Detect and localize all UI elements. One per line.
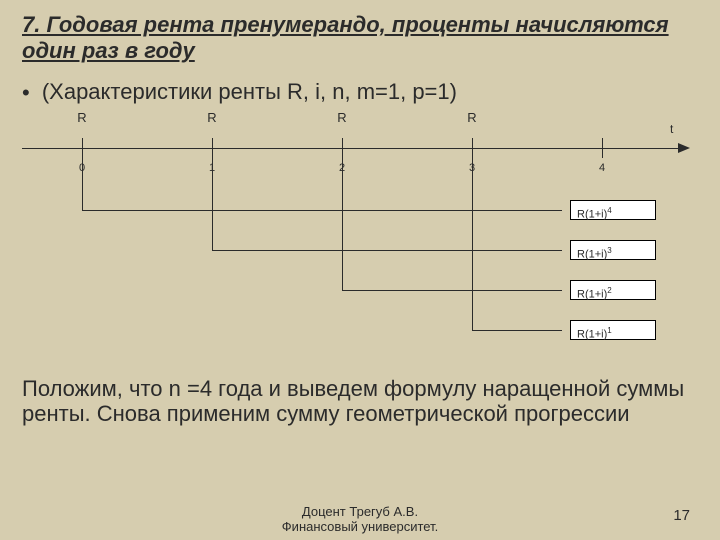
flow-stem	[212, 158, 213, 250]
tick	[602, 138, 603, 158]
future-value-box: R(1+i)1	[570, 320, 656, 340]
payment-R-label: R	[77, 110, 86, 125]
future-value-box: R(1+i)3	[570, 240, 656, 260]
tick	[82, 138, 83, 158]
flow-arm	[212, 250, 562, 251]
flow-arm	[82, 210, 562, 211]
payment-R-label: R	[207, 110, 216, 125]
payment-R-label: R	[467, 110, 476, 125]
payment-R-label: R	[337, 110, 346, 125]
footer: Доцент Трегуб А.В. Финансовый университе…	[0, 504, 720, 534]
slide-title: 7. Годовая рента пренумерандо, проценты …	[22, 12, 698, 65]
timeline-diagram: t 01234RRRRR(1+i)4R(1+i)3R(1+i)2R(1+i)1	[22, 110, 698, 370]
params-text: (Характеристики ренты R, i, n, m=1, p=1)	[42, 79, 457, 104]
tick	[472, 138, 473, 158]
future-value-box: R(1+i)2	[570, 280, 656, 300]
tick	[342, 138, 343, 158]
axis-arrow-icon	[678, 143, 690, 153]
axis-t-label: t	[670, 122, 673, 136]
bullet-icon: •	[22, 80, 30, 106]
tick	[212, 138, 213, 158]
footer-org: Финансовый университет.	[282, 519, 438, 534]
flow-arm	[472, 330, 562, 331]
tick-label: 4	[599, 162, 605, 174]
time-axis	[22, 148, 682, 149]
flow-arm	[342, 290, 562, 291]
footer-author: Доцент Трегуб А.В.	[302, 504, 418, 519]
flow-stem	[472, 158, 473, 330]
slide: 7. Годовая рента пренумерандо, проценты …	[0, 0, 720, 540]
params-line: • (Характеристики ренты R, i, n, m=1, p=…	[22, 79, 698, 106]
future-value-box: R(1+i)4	[570, 200, 656, 220]
flow-stem	[342, 158, 343, 290]
flow-stem	[82, 158, 83, 210]
bottom-paragraph: Положим, что n =4 года и выведем формулу…	[22, 376, 698, 427]
page-number: 17	[673, 507, 690, 524]
